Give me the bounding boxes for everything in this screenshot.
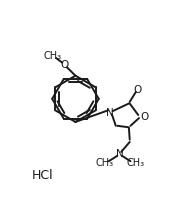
Text: CH₃: CH₃ [44,51,62,61]
Text: O: O [133,85,142,95]
Text: HCl: HCl [32,169,54,182]
Text: N: N [116,149,124,159]
Text: N: N [106,108,114,118]
Text: O: O [60,60,69,70]
Text: CH₃: CH₃ [126,158,144,168]
Text: CH₃: CH₃ [95,158,113,168]
Text: O: O [141,111,149,122]
